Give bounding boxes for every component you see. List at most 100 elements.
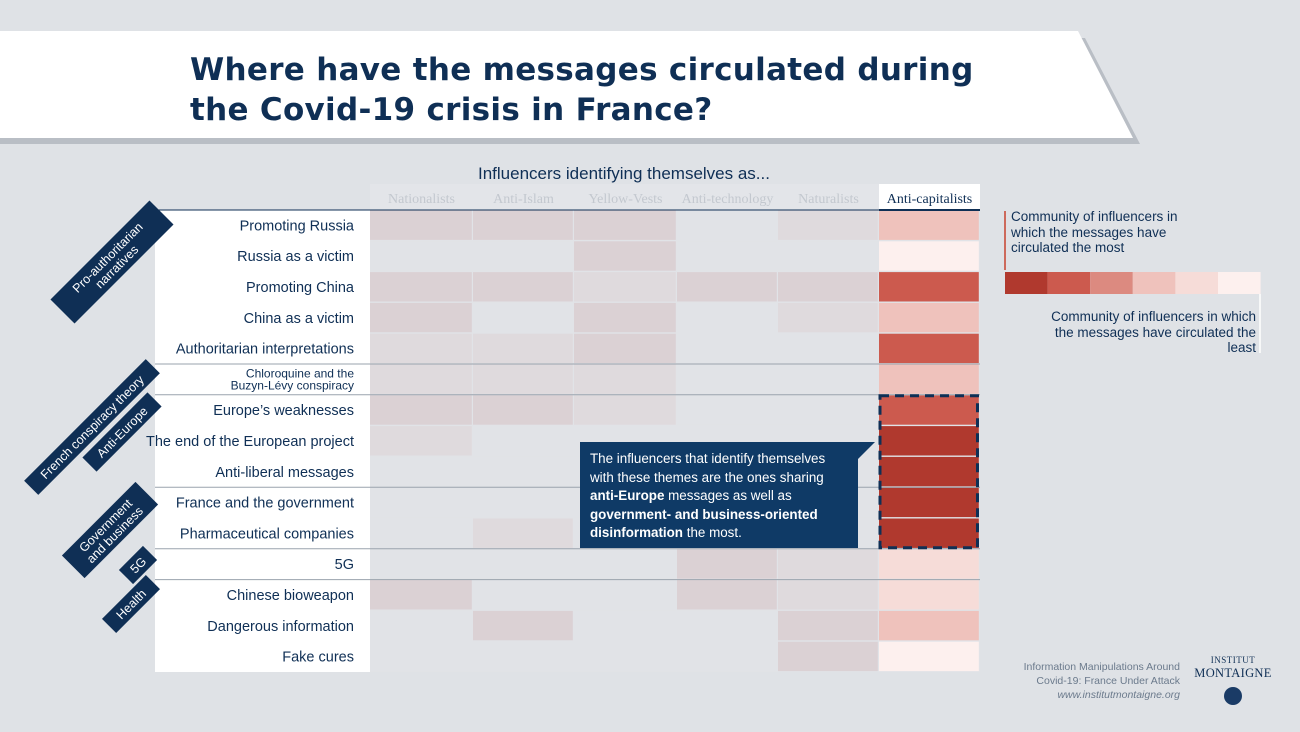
legend-swatch-5: [1218, 272, 1261, 294]
column-label-anti-capitalists: Anti-capitalists: [887, 192, 973, 207]
cell-fake-cures-anti-capitalists: [879, 641, 979, 672]
cell-5g-anti-technology: [677, 549, 777, 579]
cell-dangerous-information-nationalists: [370, 610, 472, 641]
logo-badge-icon: [1224, 687, 1242, 705]
highlight-column-header-bg: [879, 184, 980, 210]
row-label-fake-cures: Fake cures: [282, 650, 354, 666]
cell-chinese-bioweapon-anti-technology: [677, 580, 777, 610]
cell-pharmaceutical-companies-nationalists: [370, 518, 472, 548]
cell-china-as-a-victim-anti-capitalists: [879, 302, 979, 333]
cell-france-and-the-government-anti-islam: [473, 487, 573, 518]
cell-dangerous-information-naturalists: [778, 610, 878, 641]
row-label-panel: [155, 210, 370, 672]
title-line-2: the Covid-19 crisis in France?: [190, 92, 713, 128]
cell-europe-s-weaknesses-naturalists: [778, 395, 878, 425]
cell-fake-cures-naturalists: [778, 641, 878, 672]
cell-france-and-the-government-anti-capitalists: [879, 487, 979, 518]
cell-dangerous-information-anti-islam: [473, 610, 573, 641]
cell-chloroquine-and-the-buzyn-l-vy-conspiracy-yellow-vests: [574, 364, 676, 394]
cell-authoritarian-interpretations-anti-islam: [473, 333, 573, 364]
source-note: Information Manipulations Around Covid-1…: [1000, 660, 1180, 702]
column-label-yellow-vests: Yellow-Vests: [588, 192, 662, 207]
cell-chinese-bioweapon-anti-islam: [473, 580, 573, 610]
highlight-box: [878, 394, 979, 550]
column-label-anti-technology: Anti-technology: [682, 192, 774, 207]
group-ribbon-government-and-business: [61, 481, 159, 579]
cell-russia-as-a-victim-anti-technology: [677, 241, 777, 271]
cell-anti-liberal-messages-anti-capitalists: [879, 456, 979, 487]
column-label-naturalists: Naturalists: [798, 192, 859, 207]
cell-chloroquine-and-the-buzyn-l-vy-conspiracy-naturalists: [778, 364, 878, 394]
group-label-5g: 5G: [118, 545, 158, 585]
row-label-pharmaceutical-companies: Pharmaceutical companies: [180, 526, 354, 542]
logo-line-1: INSTITUT: [1210, 655, 1256, 665]
cell-china-as-a-victim-nationalists: [370, 302, 472, 333]
cell-dangerous-information-anti-technology: [677, 610, 777, 641]
row-label-china-as-a-victim: China as a victim: [244, 311, 354, 327]
row-label-chloroquine-and-the-buzyn-l-vy-conspiracy-line-1: Chloroquine and the: [246, 366, 354, 380]
cell-promoting-russia-naturalists: [778, 210, 878, 240]
cell-chloroquine-and-the-buzyn-l-vy-conspiracy-anti-technology: [677, 364, 777, 394]
cell-5g-nationalists: [370, 549, 472, 579]
cell-pharmaceutical-companies-anti-islam: [473, 518, 573, 548]
cell-chinese-bioweapon-anti-capitalists: [879, 580, 979, 610]
column-header-band: [370, 184, 980, 210]
legend-swatch-3: [1132, 272, 1176, 294]
cell-chinese-bioweapon-nationalists: [370, 580, 472, 610]
cell-china-as-a-victim-naturalists: [778, 302, 878, 333]
cell-france-and-the-government-nationalists: [370, 487, 472, 518]
cell-the-end-of-the-european-project-anti-islam: [473, 426, 573, 456]
row-label-france-and-the-government: France and the government: [176, 496, 354, 512]
title-line-1: Where have the messages circulated durin…: [190, 52, 974, 88]
callout-box: The influencers that identify themselves…: [580, 442, 858, 548]
group-ribbon-health: [102, 575, 160, 633]
cell-promoting-china-anti-technology: [677, 272, 777, 302]
cell-chloroquine-and-the-buzyn-l-vy-conspiracy-nationalists: [370, 364, 472, 394]
row-label-5g: 5G: [335, 557, 354, 573]
group-ribbon-5g: [118, 545, 158, 585]
callout-bold-1: anti-Europe: [590, 488, 665, 504]
cell-promoting-china-anti-capitalists: [879, 272, 979, 302]
cell-dangerous-information-yellow-vests: [574, 610, 676, 641]
cell-chinese-bioweapon-naturalists: [778, 580, 878, 610]
cell-russia-as-a-victim-yellow-vests: [574, 241, 676, 271]
legend-most-label: Community of influencers in which the me…: [1011, 209, 1178, 255]
cell-dangerous-information-anti-capitalists: [879, 610, 979, 641]
row-label-anti-liberal-messages: Anti-liberal messages: [215, 465, 354, 481]
legend-swatch-4: [1175, 272, 1218, 294]
cell-chloroquine-and-the-buzyn-l-vy-conspiracy-anti-islam: [473, 364, 573, 394]
cell-europe-s-weaknesses-anti-technology: [677, 395, 777, 425]
cell-europe-s-weaknesses-nationalists: [370, 395, 472, 425]
source-line-1: Information Manipulations Around: [1023, 661, 1180, 673]
cell-promoting-china-anti-islam: [473, 272, 573, 302]
cell-authoritarian-interpretations-anti-capitalists: [879, 333, 979, 364]
row-label-chinese-bioweapon: Chinese bioweapon: [227, 588, 354, 604]
callout-bold-2: government- and business-oriented disinf…: [590, 506, 818, 541]
cell-promoting-china-naturalists: [778, 272, 878, 302]
cell-anti-liberal-messages-anti-islam: [473, 456, 573, 487]
cell-russia-as-a-victim-naturalists: [778, 241, 878, 271]
cell-china-as-a-victim-yellow-vests: [574, 302, 676, 333]
source-url: www.institutmontaigne.org: [1057, 689, 1180, 701]
legend-swatch-2: [1090, 272, 1133, 294]
cell-promoting-china-nationalists: [370, 272, 472, 302]
cell-promoting-russia-anti-technology: [677, 210, 777, 240]
group-ribbon-pro-authoritarian-narratives: [50, 200, 174, 324]
source-line-2: Covid-19: France Under Attack: [1036, 675, 1180, 687]
cell-5g-anti-islam: [473, 549, 573, 579]
cell-europe-s-weaknesses-yellow-vests: [574, 395, 676, 425]
cell-europe-s-weaknesses-anti-islam: [473, 395, 573, 425]
title-banner: [0, 31, 1140, 144]
cell-5g-yellow-vests: [574, 549, 676, 579]
cell-fake-cures-yellow-vests: [574, 641, 676, 672]
callout-text-2: messages as well as: [668, 488, 792, 504]
cell-5g-naturalists: [778, 549, 878, 579]
cell-chloroquine-and-the-buzyn-l-vy-conspiracy-anti-capitalists: [879, 364, 979, 394]
group-label-health: Health: [102, 575, 160, 633]
row-label-promoting-china: Promoting China: [246, 280, 355, 296]
cell-authoritarian-interpretations-naturalists: [778, 333, 878, 364]
legend-swatch-0: [1005, 272, 1048, 294]
group-ribbon-anti-europe: [82, 392, 162, 472]
cell-fake-cures-nationalists: [370, 641, 472, 672]
cell-promoting-russia-nationalists: [370, 210, 472, 240]
